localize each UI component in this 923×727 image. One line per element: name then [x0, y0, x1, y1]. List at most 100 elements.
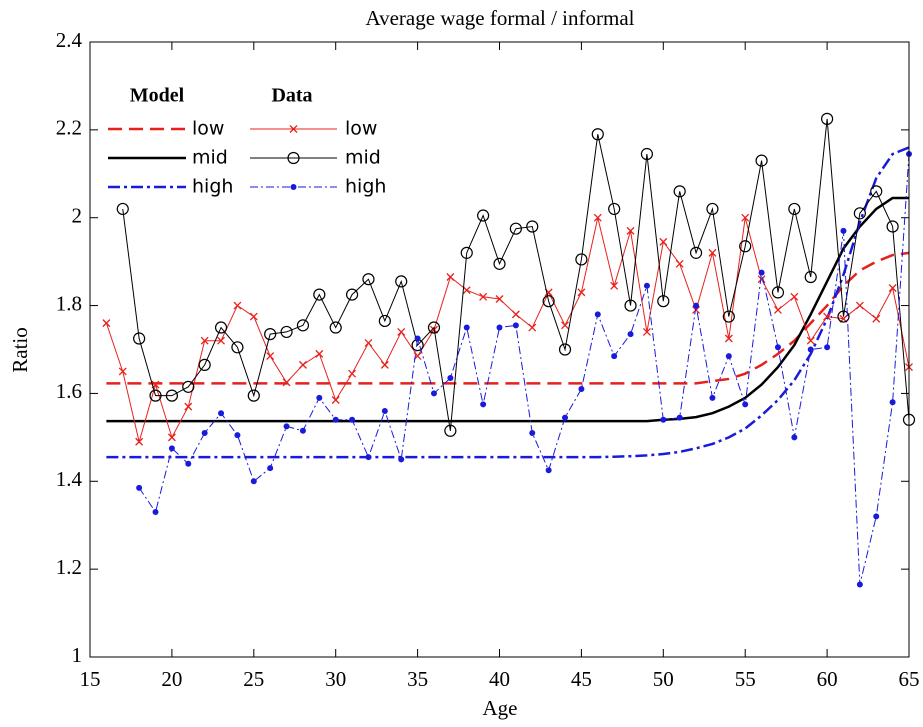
marker-dot [201, 429, 208, 436]
legend-label: low [345, 118, 377, 140]
marker-circle [722, 310, 735, 323]
marker-circle [116, 202, 129, 216]
x-axis-label: Age [483, 696, 518, 720]
marker-circle [771, 286, 785, 299]
marker-dot [136, 484, 143, 491]
marker-stroke [289, 125, 298, 133]
marker-x [331, 396, 340, 404]
marker-circle [214, 321, 228, 334]
y-tick-label: 2.4 [56, 28, 83, 52]
marker-x [659, 237, 668, 246]
marker-x [364, 338, 373, 347]
marker-circle [804, 270, 817, 284]
x-tick-label: 15 [80, 667, 101, 691]
marker-x [289, 125, 298, 133]
marker-dot [594, 311, 601, 318]
marker-circle [542, 295, 555, 308]
marker-x [135, 437, 144, 446]
marker-x [266, 352, 275, 361]
marker-dot [414, 335, 421, 342]
marker-stroke [446, 273, 455, 281]
marker-x [528, 323, 537, 332]
marker-dot [758, 269, 765, 276]
marker-x [118, 367, 127, 376]
y-tick-label: 1.8 [56, 291, 82, 315]
marker-dot [889, 399, 896, 406]
marker-x [872, 314, 881, 323]
marker-x [724, 334, 733, 343]
marker-dot [218, 410, 225, 417]
marker-dot [693, 302, 700, 309]
marker-circle [287, 151, 300, 165]
marker-dot [627, 331, 634, 338]
marker-circle [133, 332, 146, 345]
x-tick-label: 60 [817, 667, 838, 691]
marker-dot [807, 346, 814, 353]
marker-circle [296, 319, 310, 332]
marker-dot [185, 460, 192, 467]
y-axis-label: Ratio [8, 327, 32, 373]
x-tick-label: 45 [571, 667, 592, 691]
y-tick-label: 1.6 [56, 379, 82, 403]
marker-stroke [266, 352, 275, 361]
marker-dot [856, 581, 863, 588]
marker-stroke [659, 237, 668, 246]
marker-x [282, 378, 291, 387]
marker-circle [165, 389, 178, 402]
marker-x [888, 284, 897, 292]
marker-circle [657, 295, 670, 308]
marker-x [774, 306, 782, 314]
marker-x [184, 402, 193, 411]
marker-x [298, 360, 307, 369]
marker-x [610, 281, 619, 290]
marker-x [577, 288, 586, 297]
marker-dot [840, 227, 847, 234]
marker-x [855, 301, 864, 310]
marker-dot [332, 416, 339, 423]
x-tick-label: 40 [489, 667, 510, 691]
marker-dot [381, 408, 388, 414]
marker-stroke [348, 369, 357, 378]
series-line [106, 146, 910, 459]
marker-stroke [200, 336, 209, 345]
marker-x [790, 292, 799, 301]
marker-circle [493, 257, 506, 270]
marker-stroke [544, 288, 553, 297]
marker-circle [624, 299, 637, 312]
marker-x [823, 312, 832, 321]
marker-dot [463, 324, 470, 331]
marker-x [167, 433, 176, 442]
x-tick-label: 25 [243, 667, 264, 691]
marker-stroke [217, 336, 225, 345]
axes-box [89, 41, 910, 658]
marker-dot [398, 456, 405, 463]
marker-circle [280, 325, 293, 339]
marker-x [102, 319, 111, 328]
marker-circle [198, 358, 211, 371]
marker-x [233, 301, 242, 310]
marker-stroke [790, 292, 799, 301]
series-line [106, 196, 909, 423]
marker-circle [886, 220, 899, 233]
marker-dot [611, 353, 618, 360]
marker-stroke [593, 213, 602, 222]
marker-dot [250, 478, 257, 485]
marker-circle [149, 389, 162, 402]
marker-stroke [610, 281, 619, 290]
marker-stroke [528, 323, 537, 332]
marker-stroke [167, 433, 176, 442]
marker-circle [264, 328, 277, 341]
marker-stroke [364, 338, 373, 347]
marker-stroke [577, 288, 586, 297]
marker-stroke [233, 301, 242, 310]
marker-stroke [298, 360, 307, 369]
marker-x [380, 360, 389, 369]
marker-dot [562, 414, 569, 421]
marker-dot [725, 353, 732, 360]
marker-circle [247, 389, 260, 402]
marker-x [217, 336, 225, 345]
marker-x [593, 213, 602, 222]
marker-dot [676, 414, 683, 421]
marker-circle [509, 222, 522, 235]
